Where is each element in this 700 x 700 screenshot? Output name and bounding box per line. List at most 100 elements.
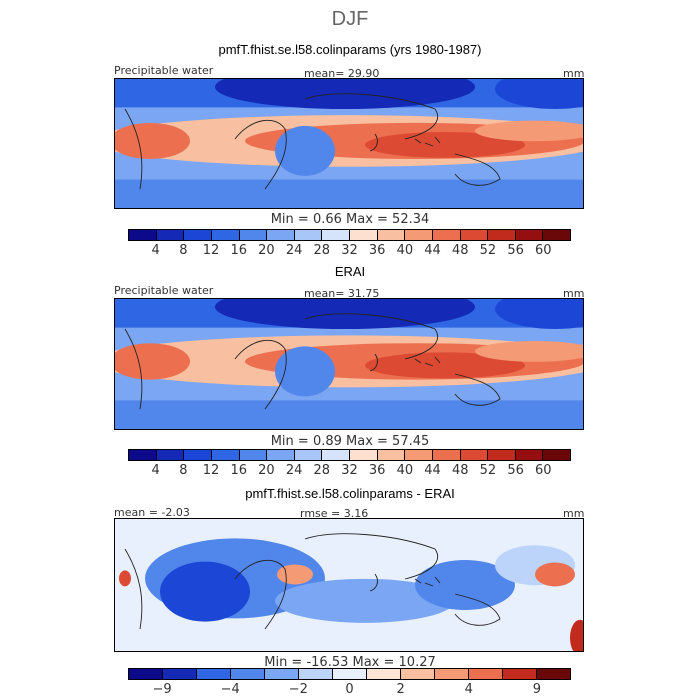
colorbar-swatch xyxy=(432,450,461,460)
colorbar-tick-label: 12 xyxy=(202,243,220,258)
colorbar-tick-label: 52 xyxy=(479,463,497,478)
colorbar-swatch xyxy=(515,230,544,240)
panel-2-minmax: Min = 0.89 Max = 57.45 xyxy=(270,434,430,449)
colorbar-swatch xyxy=(294,230,323,240)
panel-1-colorbar xyxy=(128,229,571,241)
colorbar-swatch xyxy=(367,669,401,679)
colorbar-tick-label: 36 xyxy=(368,463,386,478)
colorbar-swatch xyxy=(405,230,433,240)
colorbar-swatch xyxy=(405,450,433,460)
colorbar-tick-label: −9 xyxy=(152,682,172,697)
colorbar-tick-label: −4 xyxy=(220,682,240,697)
colorbar-swatch xyxy=(211,450,240,460)
colorbar-tick-label: 56 xyxy=(507,463,524,478)
colorbar-tick-label: 4 xyxy=(464,682,473,697)
colorbar-swatch xyxy=(129,669,163,679)
panel-1-minmax: Min = 0.66 Max = 52.34 xyxy=(270,212,430,227)
map-field xyxy=(115,79,583,208)
colorbar-swatch xyxy=(350,450,378,460)
colorbar-tick-label: 16 xyxy=(230,243,248,258)
colorbar-tick-label: 4 xyxy=(151,243,160,258)
colorbar-swatch xyxy=(129,450,157,460)
colorbar-swatch xyxy=(129,230,157,240)
colorbar-swatch xyxy=(503,669,537,679)
colorbar-swatch xyxy=(163,669,197,679)
panel-1-map xyxy=(114,78,584,209)
colorbar-swatch xyxy=(322,450,350,460)
colorbar-tick-label: 32 xyxy=(341,243,358,258)
colorbar-swatch xyxy=(239,450,268,460)
colorbar-swatch xyxy=(231,669,265,679)
colorbar-tick-label: 44 xyxy=(424,243,441,258)
colorbar-swatch xyxy=(537,669,570,679)
panel-3-map xyxy=(114,518,584,652)
colorbar-tick-label: 24 xyxy=(285,243,303,258)
panel-3-colorbar xyxy=(128,668,571,680)
colorbar-tick-label: 60 xyxy=(535,243,552,258)
colorbar-swatch xyxy=(460,230,489,240)
colorbar-tick-label: 9 xyxy=(532,682,542,697)
colorbar-swatch xyxy=(156,450,185,460)
colorbar-swatch xyxy=(299,669,333,679)
colorbar-tick-label: 24 xyxy=(285,463,303,478)
panel-1-colorbar-ticks: 4 8 12 16 20 24 28 32 36 40 44 48 52 56 60 xyxy=(128,243,571,259)
colorbar-tick-label: 12 xyxy=(202,463,220,478)
colorbar-tick-label: 2 xyxy=(396,682,405,697)
panel-2-map xyxy=(114,298,584,430)
colorbar-swatch xyxy=(401,669,435,679)
colorbar-tick-label: 0 xyxy=(345,682,354,697)
colorbar-swatch xyxy=(460,450,489,460)
colorbar-tick-label: 40 xyxy=(396,463,414,478)
colorbar-tick-label: 8 xyxy=(179,243,188,258)
colorbar-swatch xyxy=(515,450,544,460)
colorbar-swatch xyxy=(239,230,268,240)
panel-2-colorbar xyxy=(128,449,571,461)
panel-2-units: mm xyxy=(563,287,585,300)
colorbar-tick-label: 28 xyxy=(313,463,331,478)
panel-3-minmax: Min = -16.53 Max = 10.27 xyxy=(264,655,436,670)
colorbar-swatch xyxy=(435,669,469,679)
map-field xyxy=(115,519,583,651)
colorbar-tick-label: 4 xyxy=(151,463,160,478)
colorbar-tick-label: 20 xyxy=(258,463,275,478)
season-title: DJF xyxy=(331,8,369,30)
panel-3-title: pmfT.fhist.se.l58.colinparams - ERAI xyxy=(245,486,455,501)
colorbar-swatch xyxy=(333,669,367,679)
colorbar-swatch xyxy=(197,669,231,679)
colorbar-tick-label: 48 xyxy=(451,243,469,258)
colorbar-swatch xyxy=(156,230,185,240)
colorbar-swatch xyxy=(377,230,406,240)
colorbar-swatch xyxy=(377,450,406,460)
colorbar-swatch xyxy=(211,230,240,240)
colorbar-tick-label: 60 xyxy=(535,463,552,478)
colorbar-swatch xyxy=(267,230,295,240)
colorbar-swatch xyxy=(184,450,212,460)
panel-2-colorbar-ticks: 4 8 12 16 20 24 28 32 36 40 44 48 52 56 60 xyxy=(128,463,571,479)
colorbar-swatch xyxy=(184,230,212,240)
colorbar-swatch xyxy=(267,450,295,460)
panel-3-rmse-label: rmse = 3.16 xyxy=(300,507,369,520)
colorbar-tick-label: 8 xyxy=(179,463,188,478)
colorbar-tick-label: 28 xyxy=(313,243,331,258)
panel-1-units: mm xyxy=(563,67,585,80)
colorbar-tick-label: 48 xyxy=(451,463,469,478)
colorbar-swatch xyxy=(543,450,570,460)
colorbar-swatch xyxy=(322,230,350,240)
panel-2-mean-label: mean= 31.75 xyxy=(304,287,380,300)
colorbar-swatch xyxy=(432,230,461,240)
colorbar-swatch xyxy=(488,230,516,240)
colorbar-tick-label: 16 xyxy=(230,463,248,478)
panel-3-colorbar-ticks: −9 −4 −2 0 2 4 9 xyxy=(128,682,571,698)
panel-1-variable-label: Precipitable water xyxy=(114,64,214,77)
map-field xyxy=(115,299,583,429)
colorbar-swatch xyxy=(469,669,503,679)
colorbar-tick-label: −2 xyxy=(288,682,308,697)
colorbar-swatch xyxy=(543,230,570,240)
panel-3-units: mm xyxy=(563,507,585,520)
colorbar-tick-label: 40 xyxy=(396,243,414,258)
colorbar-tick-label: 20 xyxy=(258,243,275,258)
panel-1-mean-label: mean= 29.90 xyxy=(304,67,380,80)
colorbar-tick-label: 36 xyxy=(368,243,386,258)
panel-1-title: pmfT.fhist.se.l58.colinparams (yrs 1980-… xyxy=(218,42,482,57)
colorbar-tick-label: 56 xyxy=(507,243,524,258)
